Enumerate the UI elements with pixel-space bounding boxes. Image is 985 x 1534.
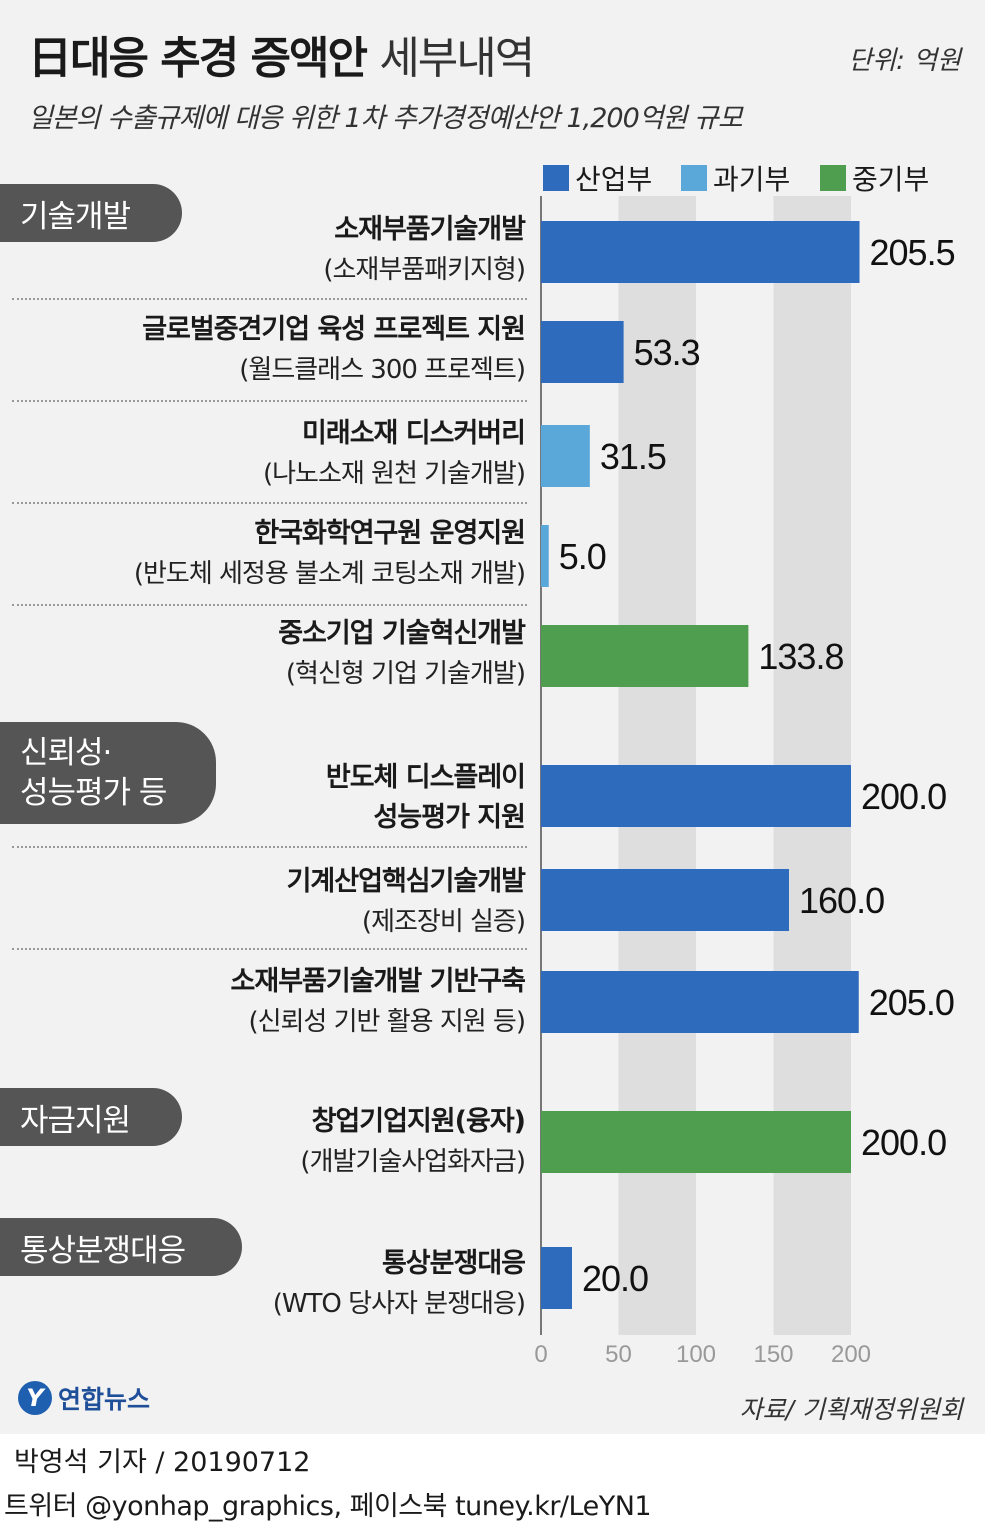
logo-text: 연합뉴스 — [58, 1385, 151, 1414]
x-tick-label-4: 200 — [831, 1341, 871, 1368]
row-divider — [12, 846, 527, 848]
unit-label: 단위: 억원 — [848, 46, 961, 76]
row-label-7: 소재부품기술개발 기반구축 (신뢰성 기반 활용 지원 등) — [230, 962, 526, 1042]
row-detail: (반도체 세정용 불소계 코팅소재 개발) — [133, 559, 526, 589]
row-label-9: 통상분쟁대응 (WTO 당사자 분쟁대응) — [272, 1244, 526, 1324]
row-label-3: 한국화학연구원 운영지원 (반도체 세정용 불소계 코팅소재 개발) — [133, 514, 526, 594]
category-label: 통상분쟁대응 — [20, 1232, 186, 1269]
row-label-8: 창업기업지원(융자) (개발기술사업화자금) — [300, 1102, 526, 1182]
row-detail: (혁신형 기업 기술개발) — [285, 659, 526, 689]
row-detail: (나노소재 원천 기술개발) — [262, 459, 526, 489]
logo-mark: Y — [18, 1381, 52, 1415]
row-name-line2: 성능평가 지원 — [373, 802, 526, 833]
bar-7 — [541, 971, 859, 1033]
row-name: 소재부품기술개발 기반구축 — [230, 966, 526, 997]
bar-2 — [541, 425, 590, 487]
row-name: 통상분쟁대응 — [381, 1248, 526, 1279]
row-divider — [12, 298, 527, 300]
bar-8 — [541, 1111, 851, 1173]
category-pill-trade-dispute: 통상분쟁대응 — [0, 1218, 242, 1276]
row-detail: (소재부품패키지형) — [323, 255, 526, 285]
category-pill-reliability: 신뢰성· 성능평가 등 — [0, 722, 216, 824]
legend-item-sme: 중기부 — [820, 158, 929, 198]
row-name: 기계산업핵심기술개발 — [286, 866, 526, 897]
row-name: 미래소재 디스커버리 — [302, 418, 526, 449]
value-label-8: 200.0 — [861, 1122, 946, 1163]
row-divider — [12, 604, 527, 606]
row-name: 한국화학연구원 운영지원 — [254, 518, 526, 549]
row-label-5: 반도체 디스플레이 성능평가 지원 — [325, 758, 526, 838]
title-bold: 日대응 추경 증액안 — [28, 33, 368, 84]
legend-swatch-sme — [820, 165, 846, 191]
value-label-1: 53.3 — [634, 332, 700, 373]
row-detail: (월드클래스 300 프로젝트) — [239, 355, 526, 385]
bar-9 — [541, 1247, 572, 1309]
bar-1 — [541, 321, 624, 383]
bar-0 — [541, 221, 860, 283]
category-pill-funding: 자금지원 — [0, 1088, 182, 1146]
legend-swatch-science — [681, 165, 707, 191]
social-links: 트위터 @yonhap_graphics, 페이스북 tuney.kr/LeYN… — [4, 1491, 652, 1522]
yonhap-logo: Y 연합뉴스 — [18, 1380, 150, 1416]
row-detail: (개발기술사업화자금) — [300, 1147, 526, 1177]
row-detail: (제조장비 실증) — [361, 907, 526, 937]
bar-4 — [541, 625, 749, 687]
value-label-6: 160.0 — [799, 880, 884, 921]
category-pill-tech-dev: 기술개발 — [0, 184, 182, 242]
x-tick-label-3: 150 — [753, 1341, 793, 1368]
row-divider — [12, 948, 527, 950]
value-label-0: 205.5 — [870, 232, 955, 273]
row-divider — [12, 502, 527, 504]
row-label-1: 글로벌중견기업 육성 프로젝트 지원 (월드클래스 300 프로젝트) — [142, 310, 526, 390]
row-name: 중소기업 기술혁신개발 — [278, 618, 526, 649]
legend-label-science: 과기부 — [713, 163, 791, 196]
legend-item-science: 과기부 — [681, 158, 790, 198]
byline: 박영석 기자 / 20190712 — [14, 1447, 311, 1478]
legend-label-sme: 중기부 — [852, 163, 930, 196]
title-light: 세부내역 — [379, 33, 535, 84]
row-name: 창업기업지원(융자) — [311, 1106, 526, 1137]
value-label-7: 205.0 — [869, 982, 954, 1023]
category-label-line1: 신뢰성· — [20, 735, 112, 771]
x-tick-label-0: 0 — [534, 1341, 547, 1368]
row-name: 반도체 디스플레이 — [325, 762, 526, 793]
value-label-4: 133.8 — [758, 636, 843, 677]
row-label-6: 기계산업핵심기술개발 (제조장비 실증) — [286, 862, 526, 942]
legend-swatch-industry — [543, 165, 569, 191]
bar-chart: 0 50 100 150 200 205.5 53.3 31.5 5.0 133.8 200.0 16… — [534, 196, 956, 1368]
row-detail: (신뢰성 기반 활용 지원 등) — [248, 1007, 526, 1037]
value-label-5: 200.0 — [861, 776, 946, 817]
category-label: 자금지원 — [20, 1102, 131, 1139]
x-tick-label-1: 50 — [605, 1341, 632, 1368]
row-name: 글로벌중견기업 육성 프로젝트 지원 — [142, 314, 526, 345]
legend-item-industry: 산업부 — [543, 158, 652, 198]
row-label-0: 소재부품기술개발 (소재부품패키지형) — [323, 210, 526, 290]
subtitle: 일본의 수출규제에 대응 위한 1차 추가경정예산안 1,200억원 규모 — [28, 103, 743, 134]
category-label: 기술개발 — [20, 198, 131, 235]
row-label-4: 중소기업 기술혁신개발 (혁신형 기업 기술개발) — [278, 614, 526, 694]
row-divider — [12, 400, 527, 402]
row-label-2: 미래소재 디스커버리 (나노소재 원천 기술개발) — [262, 414, 526, 494]
row-name: 소재부품기술개발 — [334, 214, 526, 245]
bar-3 — [541, 525, 549, 587]
value-label-9: 20.0 — [582, 1258, 648, 1299]
x-tick-label-2: 100 — [676, 1341, 716, 1368]
source-label: 자료/ 기획재정위원회 — [739, 1395, 963, 1424]
legend-label-industry: 산업부 — [575, 163, 653, 196]
value-label-3: 5.0 — [559, 536, 606, 577]
category-label-line2: 성능평가 등 — [20, 775, 167, 811]
row-detail: (WTO 당사자 분쟁대응) — [272, 1289, 526, 1319]
bar-6 — [541, 869, 789, 931]
page-title: 日대응 추경 증액안 세부내역 — [28, 22, 535, 86]
value-label-2: 31.5 — [600, 436, 666, 477]
bar-5 — [541, 765, 851, 827]
